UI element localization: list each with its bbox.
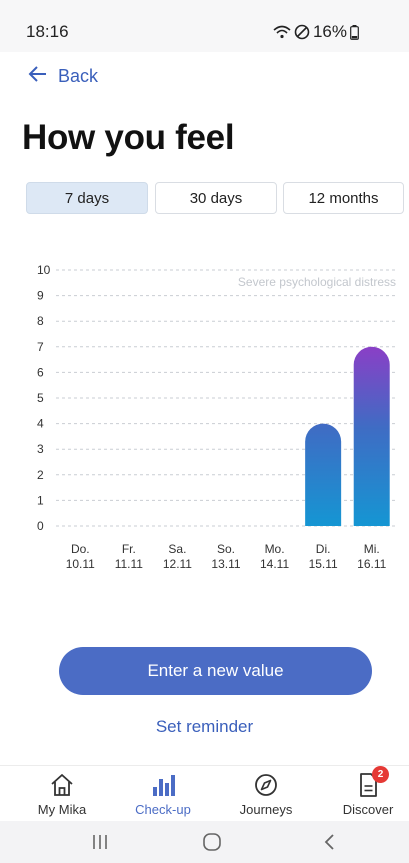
- y-tick-label: 4: [37, 417, 44, 431]
- system-nav-bar: [0, 821, 409, 863]
- x-tick-day: Di.: [316, 542, 331, 556]
- y-tick-label: 2: [37, 468, 44, 482]
- page-title: How you feel: [22, 118, 235, 157]
- enter-new-value-button[interactable]: Enter a new value: [59, 647, 372, 695]
- nav-item-discover[interactable]: 2 Discover: [323, 766, 409, 817]
- battery-level: 16%: [312, 22, 347, 41]
- feel-chart: 0 1 2 3 4 5 6 7 8 9 10 Severe psychological distres…: [0, 255, 409, 585]
- x-tick-date: 14.11: [260, 557, 289, 571]
- back-button[interactable]: Back: [28, 66, 98, 87]
- chart-svg: 0 1 2 3 4 5 6 7 8 9 10 Severe psychological distres…: [37, 263, 396, 571]
- bottom-nav: My Mika Check-up Journeys 2 Discover: [0, 765, 409, 821]
- y-tick-label: 6: [37, 365, 44, 379]
- tab-12-months[interactable]: 12 months: [283, 182, 404, 214]
- y-tick-label: 10: [37, 263, 51, 277]
- back-nav-icon[interactable]: [310, 829, 350, 855]
- status-time: 18:16: [26, 22, 69, 41]
- back-label: Back: [58, 66, 99, 86]
- do-not-disturb-icon: [294, 24, 310, 40]
- nav-label: Discover: [342, 802, 394, 817]
- x-tick-day: Fr.: [122, 542, 136, 556]
- y-tick-label: 0: [37, 519, 44, 533]
- x-tick-day: Mo.: [265, 542, 285, 556]
- recent-apps-icon[interactable]: [80, 829, 120, 855]
- set-reminder-link[interactable]: Set reminder: [155, 717, 254, 736]
- nav-label: Check-up: [135, 802, 191, 817]
- y-tick-label: 5: [37, 391, 44, 405]
- range-tabs: 7 days 30 days 12 months: [26, 182, 404, 214]
- battery-icon: [350, 24, 359, 40]
- nav-item-check-up[interactable]: Check-up: [118, 772, 208, 817]
- tab-30-days[interactable]: 30 days: [155, 182, 277, 214]
- status-bar: 18:16 16%: [0, 0, 409, 52]
- x-tick-date: 10.11: [66, 557, 95, 571]
- chart-bar: [305, 423, 342, 526]
- arrow-left-icon: [28, 66, 48, 87]
- x-tick-day: So.: [217, 542, 235, 556]
- tab-7-days[interactable]: 7 days: [26, 182, 148, 214]
- wifi-icon: [273, 25, 291, 39]
- x-tick-date: 15.11: [309, 557, 338, 571]
- x-tick-date: 16.11: [357, 557, 386, 571]
- x-tick-date: 12.11: [163, 557, 192, 571]
- x-tick-day: Mi.: [364, 542, 380, 556]
- status-icons: 16%: [273, 22, 359, 42]
- x-tick-date: 13.11: [211, 557, 240, 571]
- bar-chart-icon: [149, 772, 177, 798]
- y-tick-label: 3: [37, 442, 44, 456]
- nav-label: My Mika: [37, 802, 87, 817]
- y-tick-label: 9: [37, 289, 44, 303]
- y-tick-label: 7: [37, 340, 44, 354]
- home-icon: [48, 772, 76, 798]
- nav-label: Journeys: [239, 802, 293, 817]
- document-icon: 2: [354, 766, 389, 798]
- chart-annotation: Severe psychological distress: [238, 275, 396, 289]
- notification-badge: 2: [372, 766, 389, 783]
- chart-bar: [353, 346, 390, 526]
- home-button-icon[interactable]: [192, 829, 232, 855]
- x-tick-day: Sa.: [168, 542, 186, 556]
- nav-item-journeys[interactable]: Journeys: [221, 772, 311, 817]
- x-tick-date: 11.11: [115, 557, 144, 571]
- y-tick-label: 1: [37, 493, 44, 507]
- nav-item-my-mika[interactable]: My Mika: [17, 772, 107, 817]
- x-tick-day: Do.: [71, 542, 90, 556]
- compass-icon: [252, 772, 280, 798]
- y-tick-label: 8: [37, 314, 44, 328]
